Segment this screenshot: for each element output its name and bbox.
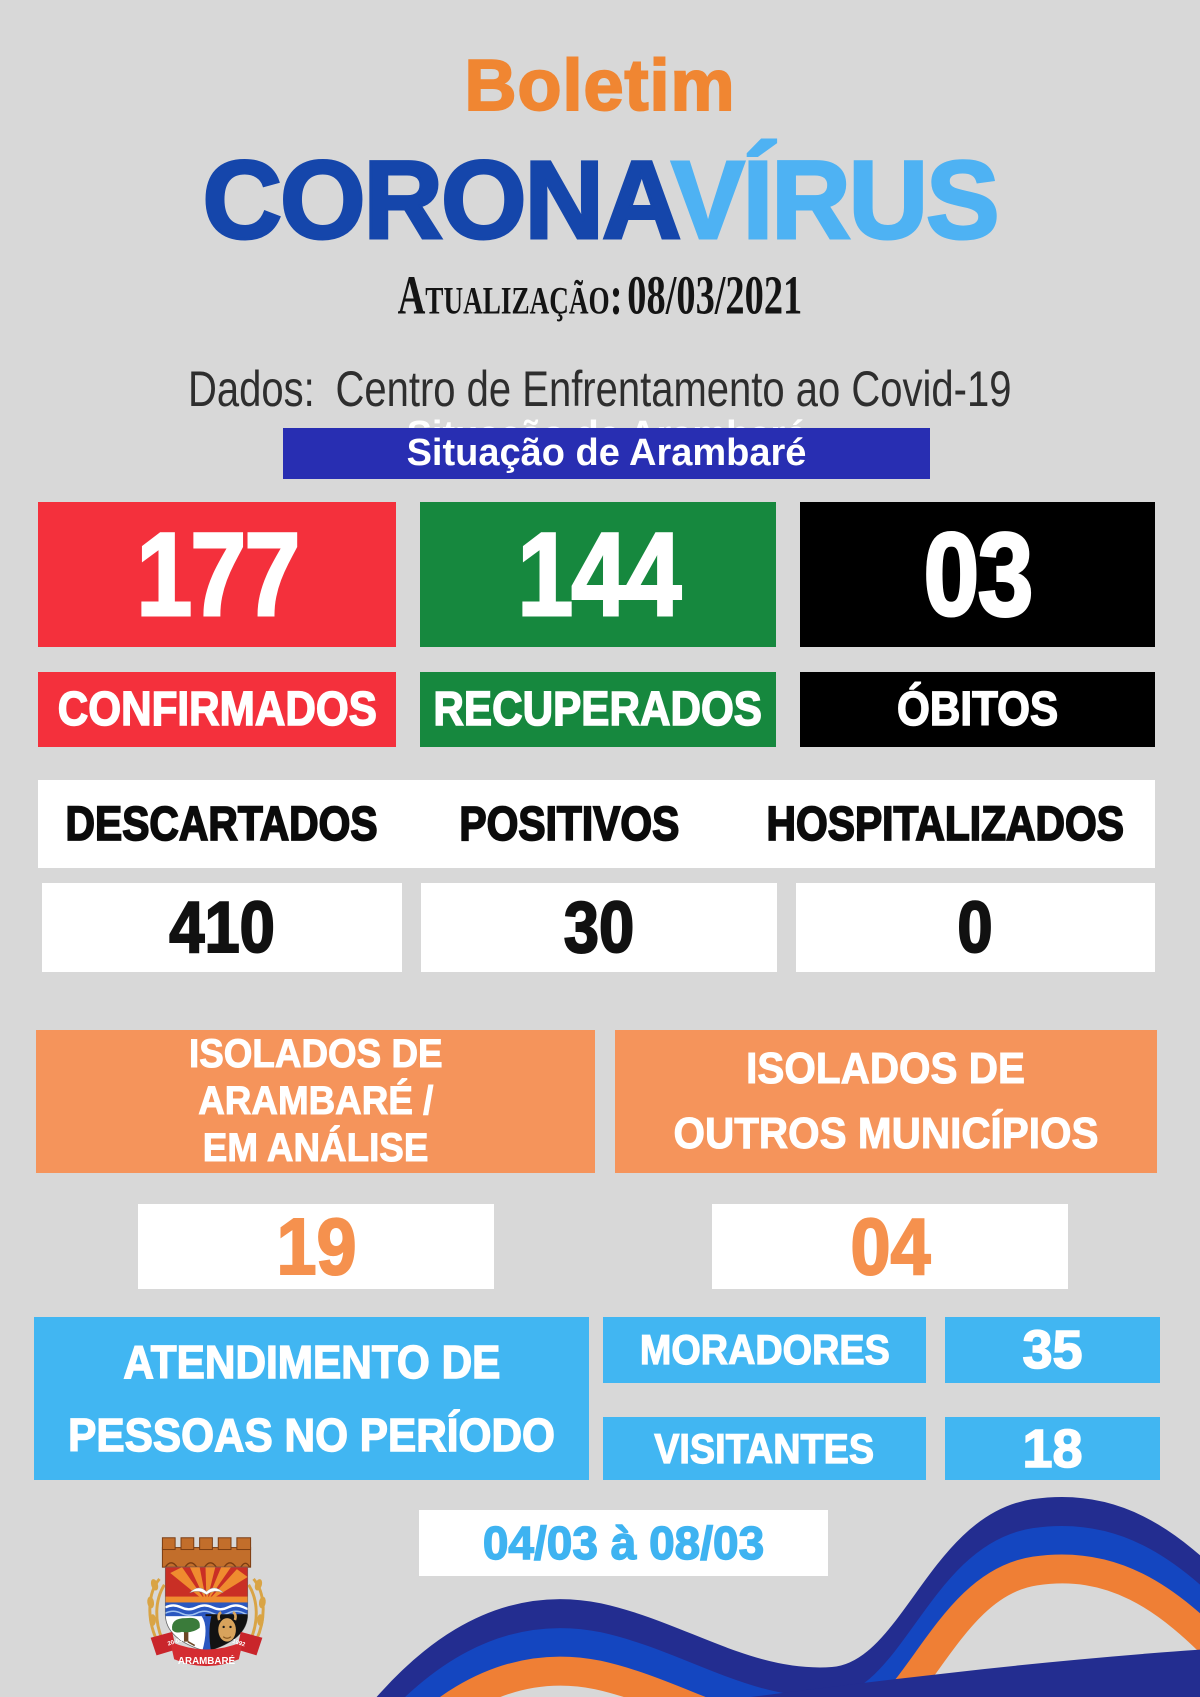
discarded-value-box: 410 bbox=[42, 883, 402, 972]
confirmed-label-box: CONFIRMADOS bbox=[38, 672, 396, 747]
confirmed-value-box: 177 bbox=[38, 502, 396, 647]
page-title: CORONAVÍRUS bbox=[0, 144, 1200, 257]
ribbon-right-date: 1992 bbox=[231, 1639, 246, 1649]
wave-orange bbox=[440, 1554, 1200, 1697]
data-source-line: Dados: Centro de Enfrentamento ao Covid-1… bbox=[0, 360, 1200, 418]
municipal-coat-of-arms: 20-03 1992 ARAMBARÉ bbox=[147, 1537, 266, 1667]
deaths-label-box: ÓBITOS bbox=[800, 672, 1155, 747]
source-text: Centro de Enfrentamento ao Covid-19 bbox=[335, 361, 1012, 417]
gull-icon bbox=[189, 1587, 224, 1595]
discarded-header-cell: DESCARTADOS bbox=[38, 780, 405, 868]
isolation-other-value-box: 04 bbox=[712, 1201, 1068, 1292]
attendance-title-line1: ATENDIMENTO DE bbox=[122, 1336, 500, 1389]
source-label: Dados: bbox=[188, 361, 315, 417]
wave-ribbon-decoration bbox=[376, 1496, 1200, 1697]
isolation-other-value: 04 bbox=[849, 1201, 931, 1292]
isolation-local-value-box: 19 bbox=[138, 1201, 494, 1292]
isolation-local-value: 19 bbox=[275, 1201, 357, 1292]
discarded-value: 410 bbox=[168, 887, 275, 969]
recovered-value-box: 144 bbox=[420, 502, 776, 647]
bull-icon bbox=[217, 1611, 237, 1642]
isolation-local-box: ISOLADOS DE ARAMBARÉ / EM ANÁLISE bbox=[36, 1030, 595, 1173]
update-date: 08/03/2021 bbox=[627, 265, 803, 326]
attendance-title-line2: PESSOAS NO PERÍODO bbox=[67, 1408, 555, 1461]
positives-value: 30 bbox=[563, 887, 635, 969]
wave-navy bbox=[376, 1496, 1200, 1697]
update-line: Atualização:08/03/2021 bbox=[0, 265, 1200, 326]
isolation-other-line1: ISOLADOS DE bbox=[746, 1044, 1026, 1094]
confirmed-value: 177 bbox=[135, 507, 302, 642]
castle-crown bbox=[161, 1537, 252, 1568]
positives-header-cell: POSITIVOS bbox=[405, 780, 734, 868]
recovered-label-box: RECUPERADOS bbox=[420, 672, 776, 747]
section-banner-label: Situação de Arambaré bbox=[406, 432, 807, 474]
hospitalized-value-box: 0 bbox=[796, 883, 1155, 972]
isolation-local-line1: ISOLADOS DE bbox=[188, 1032, 443, 1077]
isolation-other-line2: OUTROS MUNICÍPIOS bbox=[673, 1108, 1099, 1158]
period-date: 04/03 à 08/03 bbox=[482, 1516, 765, 1569]
secondary-stats-header-band: DESCARTADOS POSITIVOS HOSPITALIZADOS bbox=[38, 780, 1155, 868]
residents-label: MORADORES bbox=[639, 1325, 890, 1373]
residents-value-box: 35 bbox=[945, 1317, 1160, 1383]
hospitalized-value: 0 bbox=[957, 887, 994, 969]
attendance-title-box: ATENDIMENTO DE PESSOAS NO PERÍODO bbox=[34, 1317, 589, 1480]
title-corona: CORONA bbox=[201, 139, 675, 262]
recovered-value: 144 bbox=[516, 507, 683, 642]
kicker-title: Boletim bbox=[463, 45, 736, 127]
visitors-value-box: 18 bbox=[945, 1417, 1160, 1480]
visitors-label-box: VISITANTES bbox=[603, 1417, 926, 1480]
hospitalized-header: HOSPITALIZADOS bbox=[765, 797, 1124, 852]
deaths-value: 03 bbox=[922, 507, 1034, 642]
ribbon-city-name: ARAMBARÉ bbox=[178, 1655, 236, 1667]
visitors-label: VISITANTES bbox=[654, 1424, 875, 1472]
hospitalized-header-cell: HOSPITALIZADOS bbox=[735, 780, 1155, 868]
wave-blue bbox=[405, 1525, 1200, 1697]
deaths-value-box: 03 bbox=[800, 502, 1155, 647]
period-date-box: 04/03 à 08/03 bbox=[419, 1510, 828, 1576]
confirmed-label: CONFIRMADOS bbox=[57, 682, 377, 737]
isolation-other-box: ISOLADOS DE OUTROS MUNICÍPIOS bbox=[615, 1030, 1157, 1173]
deaths-label: ÓBITOS bbox=[896, 682, 1059, 737]
visitors-value: 18 bbox=[1022, 1418, 1084, 1480]
positives-header: POSITIVOS bbox=[459, 797, 680, 852]
isolation-local-line3: EM ANÁLISE bbox=[202, 1126, 429, 1171]
section-banner: Situação de Arambaré bbox=[283, 428, 930, 479]
title-virus: VÍRUS bbox=[670, 139, 1001, 262]
wheat-grains bbox=[147, 1579, 266, 1626]
residents-label-box: MORADORES bbox=[603, 1317, 926, 1383]
recovered-label: RECUPERADOS bbox=[433, 682, 763, 737]
residents-value: 35 bbox=[1022, 1319, 1084, 1381]
ribbon: 20-03 1992 ARAMBARÉ bbox=[150, 1631, 263, 1667]
positives-value-box: 30 bbox=[421, 883, 777, 972]
update-label: Atualização: bbox=[397, 265, 623, 326]
ribbon-left-date: 20-03 bbox=[167, 1637, 184, 1647]
wave-corner-fill bbox=[750, 1649, 1200, 1697]
isolation-local-line2: ARAMBARÉ / bbox=[197, 1079, 434, 1124]
discarded-header: DESCARTADOS bbox=[65, 797, 379, 852]
